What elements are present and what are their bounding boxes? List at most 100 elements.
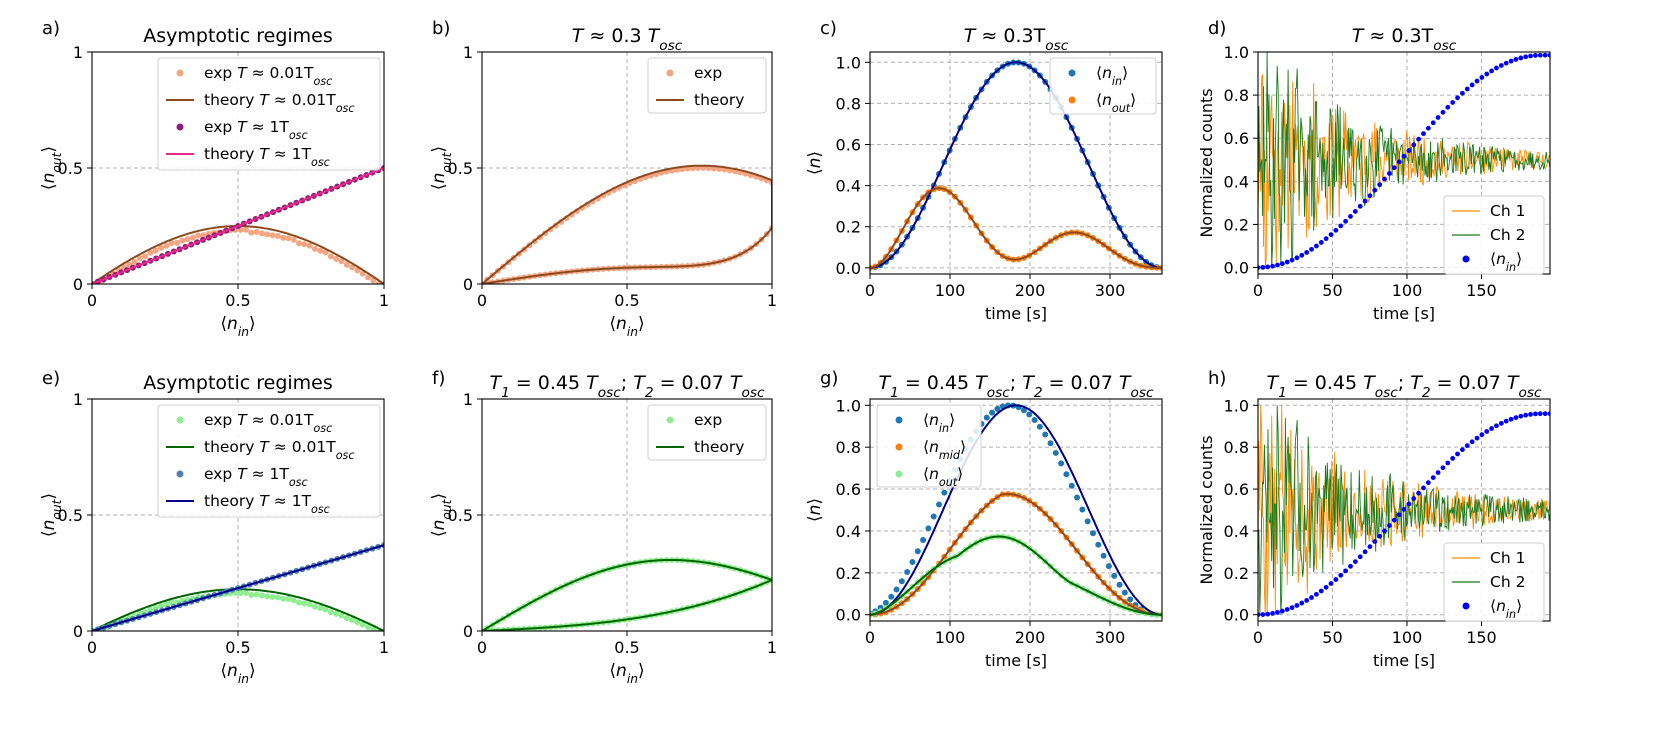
data-point [983,414,990,421]
y-tick-label: 0.5 [448,159,473,178]
x-axis-label: ⟨nin⟩ [609,314,644,339]
data-point [1411,142,1417,148]
data-point [1042,431,1049,438]
data-point [237,589,244,596]
panel-title: T1 = 0.45 Tosc; T2 = 0.07 Tosc [878,372,1153,401]
data-point [1469,82,1475,88]
x-tick-label: 200 [1015,281,1046,300]
data-point [1474,435,1480,441]
y-tick-label: 0.4 [836,177,861,196]
data-point [1435,470,1441,476]
data-point [189,234,196,241]
y-tick-label: 0 [463,275,473,294]
legend-swatch [666,69,674,77]
data-point [296,240,303,247]
x-axis-label: ⟨nin⟩ [220,314,255,339]
data-point [301,241,308,248]
data-point [354,619,361,626]
y-tick-label: 0.2 [1224,564,1249,583]
legend-entry: ⟨nout⟩ [923,465,963,489]
x-tick-label: 1 [767,291,777,310]
data-point [1533,411,1538,417]
y-axis-label: ⟨nout⟩ [39,146,64,190]
data-point [1270,263,1275,269]
data-point [882,599,889,606]
data-point [365,274,372,281]
x-axis-label: time [s] [1373,651,1435,670]
data-point [1074,494,1081,501]
panel-letter: b) [432,18,450,39]
data-point [1377,533,1383,539]
legend-entry: theory T ≈ 0.01Tosc [204,438,354,462]
x-tick-label: 0.5 [614,291,639,310]
data-point [179,237,186,244]
legend-entry: exp T ≈ 1Tosc [204,118,308,142]
data-point [242,226,249,233]
data-point [1382,176,1387,182]
data-point [1498,63,1504,68]
y-tick-label: 1 [73,43,83,62]
data-point [365,624,372,631]
data-point [1513,415,1519,420]
axes-frame [869,51,1163,275]
data-point [338,612,345,619]
x-tick-label: 150 [1466,628,1497,647]
y-axis-label: ⟨nout⟩ [429,146,454,190]
data-point [1484,71,1490,77]
data-point [264,231,271,238]
panel-letter: g) [820,368,838,389]
data-point [1314,591,1319,597]
x-tick-label: 100 [935,281,966,300]
data-point [1052,449,1059,456]
legend: exp theory [647,404,767,461]
panel-title: T1 = 0.45 Tosc; T2 = 0.07 Tosc [1266,372,1541,401]
plot-area [482,164,772,284]
x-tick-label: 100 [1392,281,1423,300]
data-point [322,249,329,256]
data-point [1270,611,1275,616]
data-point [1455,451,1460,457]
data-point [1416,490,1421,496]
data-point [1533,53,1538,58]
data-point [1406,501,1412,507]
data-point [1464,86,1470,92]
panel-letter: f) [432,368,445,389]
data-point [274,233,281,240]
data-point [1352,559,1358,565]
data-point [1026,411,1033,418]
y-axis-label: Normalized counts [1197,88,1216,237]
data-point [158,244,165,251]
data-point [1382,528,1387,534]
y-tick-label: 0 [463,622,473,641]
plot-area [1258,405,1550,618]
data-point [1377,182,1383,188]
legend-swatch [176,470,184,478]
legend-swatch [176,416,184,424]
data-point [1537,411,1543,417]
data-point [1299,252,1305,258]
data-point [1367,193,1373,199]
data-point [1100,552,1107,559]
data-point [1367,544,1373,550]
data-point [1275,262,1280,268]
data-point [936,501,943,508]
data-point [311,603,318,610]
data-point [1421,485,1426,491]
data-point [1318,588,1324,594]
x-tick-label: 50 [1322,281,1342,300]
data-point [136,255,143,262]
data-point [1547,52,1550,58]
panel-d: 0 50 100 150 0.0 0.2 0.4 0.6 0.8 1.0 time [s] Norma… [1197,18,1551,323]
y-tick-label: 0.6 [836,136,861,155]
x-tick-label: 0 [87,291,97,310]
data-point [253,229,260,236]
data-point [269,593,276,600]
data-point [343,615,350,622]
data-point [1258,265,1261,270]
panel-c: 0 100 200 300 0.0 0.2 0.4 0.6 0.8 1.0 time [s] ⟨n⟩ T… [805,18,1163,323]
y-tick-label: 0.0 [836,259,861,278]
y-axis-label: ⟨nout⟩ [429,493,454,537]
panel-title: T ≈ 0.3Tosc [964,25,1069,54]
data-point [1299,600,1305,606]
legend-entry: theory [694,91,744,109]
